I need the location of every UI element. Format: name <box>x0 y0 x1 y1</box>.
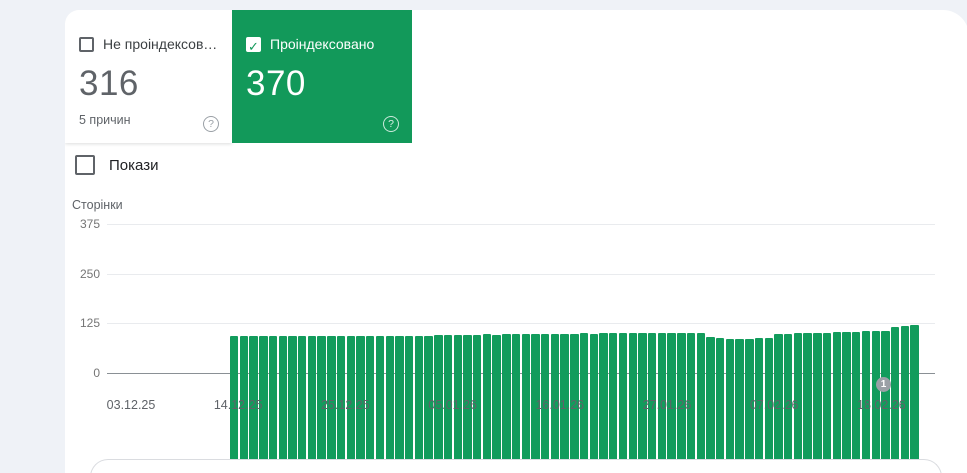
summary-cards-row: Не проіндексова… 316 5 причин ? ✓ Проінд… <box>65 10 412 143</box>
card-not-indexed-label: Не проіндексова… <box>103 36 218 52</box>
x-tick-label: 05.01.26 <box>428 398 477 412</box>
card-not-indexed-reasons: 5 причин <box>79 113 218 127</box>
x-tick-label: 18.02.26 <box>857 398 906 412</box>
card-not-indexed[interactable]: Не проіндексова… 316 5 причин ? <box>65 10 232 143</box>
bar[interactable] <box>386 336 394 473</box>
card-not-indexed-header: Не проіндексова… <box>79 36 218 52</box>
card-indexed-count: 370 <box>246 64 398 104</box>
bar[interactable] <box>619 333 627 473</box>
x-tick-label: 14.12.25 <box>214 398 263 412</box>
y-tick-label: 0 <box>70 366 100 380</box>
x-tick-label: 27.01.26 <box>643 398 692 412</box>
bar[interactable] <box>376 336 384 473</box>
checkbox-impressions-unchecked[interactable] <box>75 155 95 175</box>
bar[interactable] <box>395 336 403 473</box>
card-indexed[interactable]: ✓ Проіндексовано 370 ? <box>232 10 412 143</box>
y-tick-label: 125 <box>70 316 100 330</box>
bar[interactable] <box>512 334 520 473</box>
bar[interactable] <box>308 336 316 473</box>
bar[interactable] <box>502 334 510 473</box>
checkbox-indexed-checked[interactable]: ✓ <box>246 37 261 52</box>
annotation-badge[interactable]: 1 <box>876 377 891 392</box>
card-not-indexed-count: 316 <box>79 64 218 104</box>
bar[interactable] <box>716 338 724 473</box>
bar[interactable] <box>803 333 811 473</box>
bar[interactable] <box>629 333 637 473</box>
bar[interactable] <box>697 333 705 473</box>
bar[interactable] <box>483 334 491 473</box>
y-tick-label: 250 <box>70 267 100 281</box>
page-indexing-panel: Не проіндексова… 316 5 причин ? ✓ Проінд… <box>65 10 967 473</box>
bar[interactable] <box>726 339 734 473</box>
bar[interactable] <box>288 336 296 473</box>
bar[interactable] <box>415 336 423 473</box>
chart-axis-title: Сторінки <box>72 198 123 212</box>
y-tick-label: 375 <box>70 217 100 231</box>
checkbox-not-indexed-unchecked[interactable] <box>79 37 94 52</box>
bar[interactable] <box>522 334 530 473</box>
bar[interactable] <box>823 333 831 473</box>
gridline <box>107 323 935 324</box>
bar[interactable] <box>279 336 287 473</box>
bar[interactable] <box>599 333 607 473</box>
bar[interactable] <box>706 337 714 473</box>
bar[interactable] <box>298 336 306 473</box>
x-tick-label: 16.01.26 <box>535 398 584 412</box>
x-tick-label: 03.12.25 <box>107 398 156 412</box>
bar[interactable] <box>842 332 850 473</box>
bar[interactable] <box>910 325 918 473</box>
bar[interactable] <box>492 335 500 473</box>
help-icon[interactable]: ? <box>203 116 219 132</box>
bar[interactable] <box>813 333 821 473</box>
impressions-label: Покази <box>109 157 158 174</box>
bar[interactable] <box>590 334 598 473</box>
bar[interactable] <box>735 339 743 473</box>
impressions-toggle[interactable]: Покази <box>75 155 158 175</box>
bar[interactable] <box>269 336 277 473</box>
bar[interactable] <box>833 332 841 473</box>
help-icon[interactable]: ? <box>383 116 399 132</box>
gridline <box>107 224 935 225</box>
x-tick-label: 25.12.25 <box>321 398 370 412</box>
bar[interactable] <box>609 333 617 473</box>
card-indexed-header: ✓ Проіндексовано <box>246 36 398 52</box>
bar[interactable] <box>405 336 413 473</box>
card-indexed-label: Проіндексовано <box>270 36 374 52</box>
x-tick-label: 07.02.26 <box>750 398 799 412</box>
gridline <box>107 274 935 275</box>
